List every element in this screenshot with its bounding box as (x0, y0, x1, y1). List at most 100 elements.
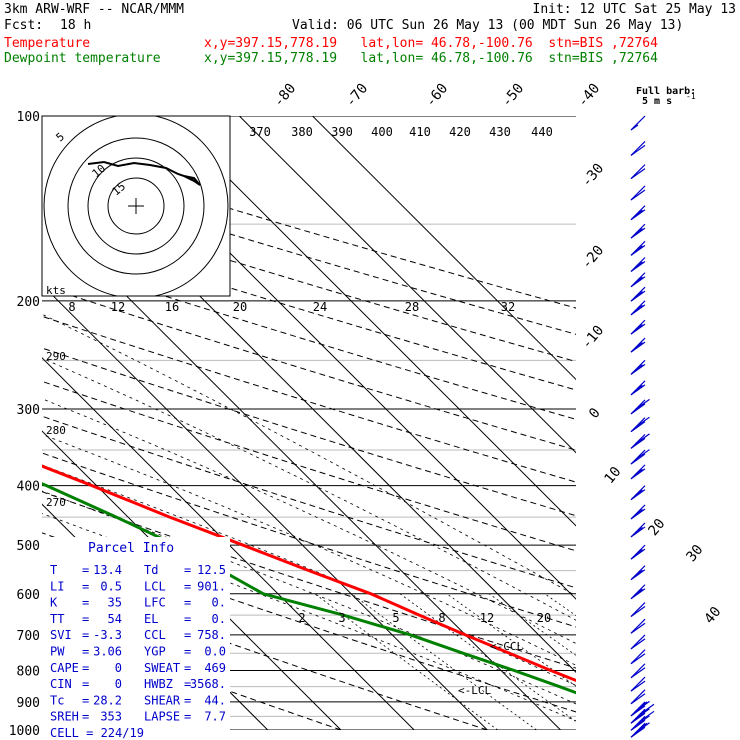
wind-barb-full (630, 227, 646, 239)
parcel-label: LI (50, 579, 64, 593)
wind-barb (630, 380, 646, 396)
wind-barb-full (630, 606, 646, 618)
parcel-info-box: Parcel Info T = 13.4 Td = 12.5 LI = 0.5 LCL = 901. K =… (42, 537, 230, 740)
wind-barb-full (630, 588, 646, 600)
wind-barb-full (630, 569, 646, 581)
wind-barb-full (635, 398, 650, 410)
isotherm-label: -80 (271, 81, 300, 111)
mixing-ratio-line (399, 593, 576, 722)
barb-legend-exponent: -1 (686, 92, 696, 101)
wind-barb (630, 700, 650, 717)
wind-barb-full (635, 449, 650, 461)
hodograph-speed-label: 12 (111, 300, 125, 314)
parcel-label: YGP (144, 645, 166, 659)
parcel-value: 0.5 (100, 579, 122, 593)
wind-barb (630, 286, 646, 302)
wind-barb-full (630, 468, 646, 480)
parcel-value: 3568. (190, 677, 226, 691)
parcel-label: EL (144, 612, 158, 626)
mixing-ratio-label: 20 (537, 611, 551, 625)
parcel-equals: = (184, 563, 191, 577)
parcel-value: -3.3 (93, 628, 122, 642)
wind-barb-full (630, 726, 646, 738)
parcel-equals: = (184, 596, 191, 610)
hodograph-unit-label: kts (46, 284, 66, 297)
parcel-equals: = (184, 661, 191, 675)
wind-barb-full (630, 144, 646, 156)
wind-barb-full (630, 341, 646, 353)
wind-barb (630, 359, 646, 375)
isotherm-label: -20 (579, 243, 608, 273)
parcel-value: 13.4 (93, 563, 122, 577)
wind-barb-half (635, 291, 643, 298)
parcel-equals: = (82, 628, 89, 642)
pressure-label: 600 (17, 588, 40, 603)
parcel-value: 54 (108, 612, 122, 626)
parcel-value: 758. (197, 628, 226, 642)
wind-barb-half (635, 508, 643, 515)
isotherm-label: 30 (683, 542, 706, 565)
wind-barb (630, 676, 646, 692)
isotherm-label: -30 (579, 161, 608, 191)
theta-label: 440 (531, 125, 553, 139)
wind-barb (630, 164, 646, 180)
wind-barb-full (630, 168, 646, 180)
pressure-label: 900 (17, 696, 40, 711)
theta-label: 390 (331, 125, 353, 139)
wind-barb (630, 710, 655, 731)
hodograph-ring (67, 137, 205, 275)
isotherm-label: -40 (575, 81, 604, 111)
wind-barb-full (635, 416, 650, 428)
wind-barb (630, 689, 646, 705)
wind-barb (630, 319, 646, 335)
parcel-info-background (42, 537, 230, 730)
wind-barb-half (635, 304, 643, 311)
parcel-label: TT (50, 612, 64, 626)
parcel-label: SVI (50, 628, 72, 642)
wind-barb-full (635, 700, 650, 712)
pressure-label: 100 (17, 110, 40, 125)
wind-barb-full (630, 209, 646, 221)
wind-barb-full (635, 722, 650, 734)
wind-barb (630, 185, 646, 201)
wind-barb-half (630, 124, 639, 131)
wind-barb-full (630, 437, 646, 449)
theta-label: 420 (449, 125, 471, 139)
isotherm-label: -10 (579, 323, 608, 353)
wind-barb-half (639, 701, 648, 708)
mixing-ratio-line (351, 593, 537, 730)
wind-barb-full (630, 489, 646, 501)
parcel-equals: = (184, 710, 191, 724)
parcel-label: LAPSE (144, 710, 180, 724)
parcel-label: Tc (50, 693, 64, 707)
wind-barb-full (630, 712, 646, 724)
isotherm-line (42, 357, 415, 730)
dry-adiabat-line (42, 228, 576, 391)
dewpoint-location: x,y=397.15,778.19 lat,lon= 46.78,-100.76… (204, 51, 658, 66)
wind-barb (630, 272, 646, 288)
parcel-label: CAPE (50, 661, 79, 675)
pressure-label: 400 (17, 480, 40, 495)
theta-label: 370 (249, 125, 271, 139)
wind-barb-full (635, 708, 650, 720)
wind-barb (630, 618, 646, 634)
wind-barb-half (635, 468, 643, 475)
wind-barb (630, 416, 650, 433)
parcel-label: SHEAR (144, 693, 181, 707)
parcel-cell: CELL = 224/19 (50, 726, 144, 740)
parcel-label: SREH (50, 710, 79, 724)
wind-barb-full (630, 363, 646, 375)
wind-barb-half (635, 384, 643, 391)
wind-barb-full (630, 421, 646, 433)
wind-barb-half (635, 364, 643, 371)
wind-barb (630, 504, 646, 520)
mixing-ratio-line (314, 593, 498, 730)
wind-barb (630, 337, 646, 353)
pressure-label: 500 (17, 539, 40, 554)
parcel-value: 0. (212, 612, 226, 626)
wind-barb-full (630, 384, 646, 396)
temperature-location: x,y=397.15,778.19 lat,lon= 46.78,-100.76… (204, 36, 658, 51)
wind-barb-full (630, 304, 646, 316)
wind-barb (630, 544, 646, 560)
